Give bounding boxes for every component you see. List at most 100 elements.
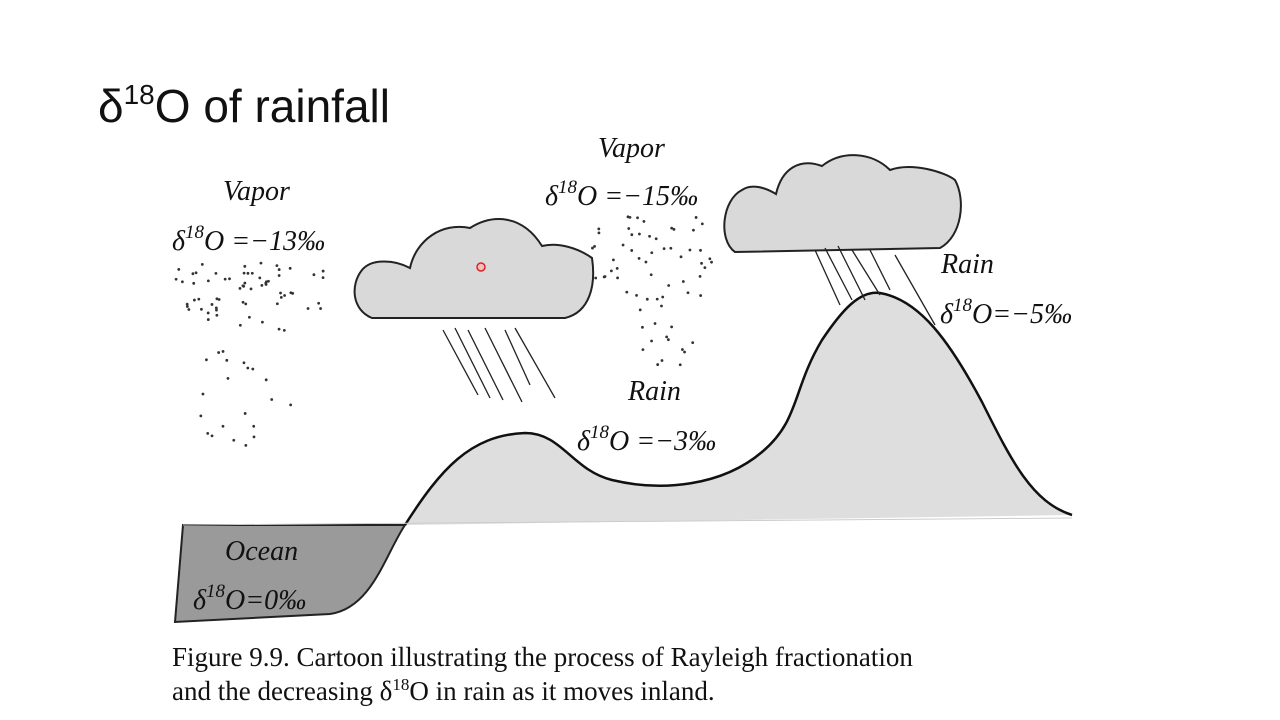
vapor-dot bbox=[246, 271, 250, 275]
vapor-dot bbox=[703, 266, 707, 270]
vapor-dot bbox=[698, 274, 702, 278]
vapor-dot bbox=[660, 304, 663, 308]
vapor-dot bbox=[243, 281, 247, 285]
vapor-dot bbox=[200, 263, 204, 266]
vapor-dot bbox=[251, 367, 255, 371]
vapor-dot bbox=[612, 258, 615, 262]
vapor-dot bbox=[244, 302, 248, 306]
caption-line: and the decreasing δ18O in rain as it mo… bbox=[172, 675, 715, 706]
vapor-dot bbox=[259, 261, 263, 265]
vapor-dot bbox=[200, 307, 203, 311]
vapor-dot bbox=[667, 284, 671, 287]
label-heading: Ocean bbox=[225, 536, 298, 567]
sup: 18 bbox=[206, 581, 226, 602]
vapor-dot bbox=[645, 297, 649, 301]
vapor-dot bbox=[221, 350, 225, 353]
vapor-dot bbox=[243, 412, 247, 415]
label-heading: Rain bbox=[940, 249, 994, 280]
vapor-dot bbox=[665, 335, 669, 339]
vapor-dot bbox=[289, 403, 293, 407]
land bbox=[405, 292, 1072, 525]
vapor-dot bbox=[656, 363, 660, 366]
delta: δ bbox=[172, 226, 186, 257]
vapor-dot bbox=[628, 215, 632, 219]
vapor-dot bbox=[242, 361, 246, 365]
vapor-dot bbox=[243, 264, 247, 268]
rain-streak bbox=[484, 327, 523, 403]
label-heading: Vapor bbox=[223, 176, 290, 207]
vapor-dot bbox=[654, 237, 658, 241]
vapor-dot bbox=[312, 273, 316, 277]
vapor-dot bbox=[177, 268, 181, 271]
vapor-dot bbox=[594, 276, 598, 280]
rain-streak bbox=[824, 247, 853, 301]
ocean bbox=[173, 524, 407, 624]
vapor-dot bbox=[215, 297, 219, 301]
vapor-dot bbox=[199, 414, 203, 418]
delta: δ bbox=[940, 299, 954, 330]
vapor-dot bbox=[264, 378, 268, 382]
rain-streak bbox=[467, 329, 504, 401]
label-value: δ18O=0‰ bbox=[193, 581, 306, 616]
cursor bbox=[476, 262, 486, 272]
rain-streaks bbox=[442, 245, 936, 403]
rain-streak bbox=[454, 327, 491, 399]
vapor-dot bbox=[321, 269, 325, 273]
vapor-dot bbox=[206, 318, 210, 321]
vapor-dot bbox=[321, 276, 325, 279]
delta: δ bbox=[193, 585, 207, 616]
vapor-dot bbox=[319, 307, 322, 310]
delta: δ bbox=[577, 426, 591, 457]
vapor-dot bbox=[683, 350, 686, 354]
vapor-dot bbox=[638, 232, 641, 236]
vapor-dot bbox=[174, 277, 178, 281]
vapor-dot bbox=[197, 297, 201, 301]
vapor-dot bbox=[661, 295, 665, 299]
rain-streak bbox=[869, 249, 891, 291]
vapor-dot bbox=[288, 266, 292, 270]
vapor-dot bbox=[609, 269, 613, 273]
vapor-dot bbox=[210, 434, 214, 438]
vapor-dot bbox=[249, 287, 253, 291]
label-value: δ18O=−5‰ bbox=[940, 295, 1072, 330]
vapor-dot bbox=[636, 216, 639, 220]
vapor-dot bbox=[217, 351, 221, 354]
vapor-dot bbox=[591, 246, 594, 250]
vapor-dot bbox=[191, 272, 195, 276]
vapor-dot bbox=[217, 298, 221, 301]
delta: δ bbox=[545, 181, 559, 212]
title-sup: 18 bbox=[124, 79, 155, 110]
vapor-dot bbox=[648, 234, 651, 238]
label-value: δ18O =−3‰ bbox=[577, 422, 716, 457]
vapor-dot bbox=[206, 279, 210, 283]
vapor-dot bbox=[275, 302, 279, 306]
vapor-dot bbox=[275, 264, 279, 268]
vapor-dot bbox=[593, 244, 596, 248]
vapor-dot bbox=[678, 363, 682, 367]
vapor-dot bbox=[277, 327, 281, 331]
vapor-dot bbox=[650, 339, 653, 343]
vapor-dot bbox=[214, 271, 218, 275]
vapor-dot bbox=[215, 308, 218, 312]
vapor-dot bbox=[635, 294, 638, 297]
rain-streak bbox=[814, 249, 841, 306]
cloud bbox=[353, 218, 595, 319]
vapor-dot bbox=[205, 358, 208, 362]
vapor-dot bbox=[226, 376, 230, 380]
vapor-dot bbox=[699, 248, 702, 252]
vapor-dot bbox=[215, 313, 219, 317]
sup: 18 bbox=[558, 177, 578, 198]
vapor-dot bbox=[691, 341, 695, 345]
vapor-dot bbox=[192, 298, 196, 302]
vapor-dot bbox=[279, 295, 283, 299]
vapor-dot bbox=[221, 424, 225, 428]
vapor-dot bbox=[317, 301, 321, 305]
vapor-dot bbox=[282, 328, 286, 332]
vapor-dot bbox=[630, 233, 634, 237]
vapor-dot bbox=[192, 281, 196, 285]
vapor-dot bbox=[625, 290, 629, 294]
sup: 18 bbox=[185, 222, 205, 243]
vapor-dot bbox=[627, 227, 631, 230]
sea-level bbox=[182, 517, 1073, 526]
